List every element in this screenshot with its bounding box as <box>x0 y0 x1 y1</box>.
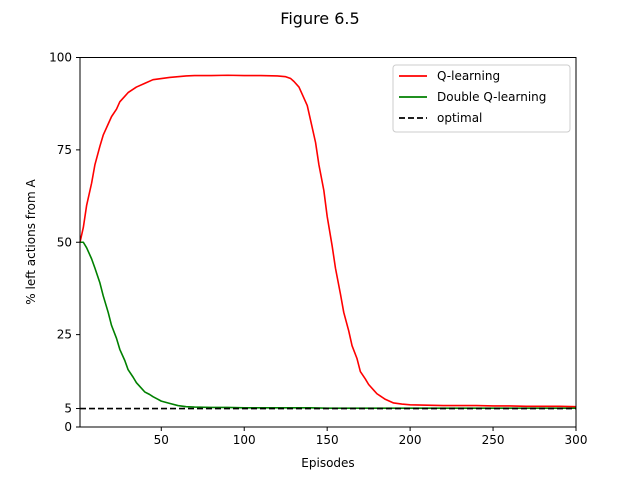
legend-box <box>392 64 571 133</box>
legend-label: optimal <box>437 111 482 125</box>
x-tick-label: 250 <box>482 433 505 447</box>
ticks-layer: 50 100 150 200 250 300 0 5 25 50 75 100 <box>49 51 587 448</box>
chart-title: Figure 6.5 <box>280 9 359 28</box>
legend-label: Double Q-learning <box>437 90 546 104</box>
y-tick-label: 100 <box>49 51 72 65</box>
y-tick-label: 50 <box>57 235 72 249</box>
x-axis-label: Episodes <box>301 456 354 470</box>
y-tick-label: 25 <box>57 328 72 342</box>
legend-label: Q-learning <box>437 69 500 83</box>
legend: Q-learning Double Q-learning optimal <box>392 64 571 133</box>
x-tick-label: 300 <box>565 433 588 447</box>
y-axis-label: % left actions from A <box>24 179 38 305</box>
y-tick-label: 0 <box>64 420 72 434</box>
y-tick-label: 5 <box>64 402 72 416</box>
series-layer <box>79 74 577 410</box>
x-tick-label: 150 <box>316 433 339 447</box>
series-line-0 <box>79 74 577 408</box>
series-line-1 <box>80 241 576 409</box>
y-tick-label: 75 <box>57 143 72 157</box>
x-tick-label: 200 <box>399 433 422 447</box>
x-tick-label: 100 <box>233 433 256 447</box>
x-tick-label: 50 <box>154 433 169 447</box>
